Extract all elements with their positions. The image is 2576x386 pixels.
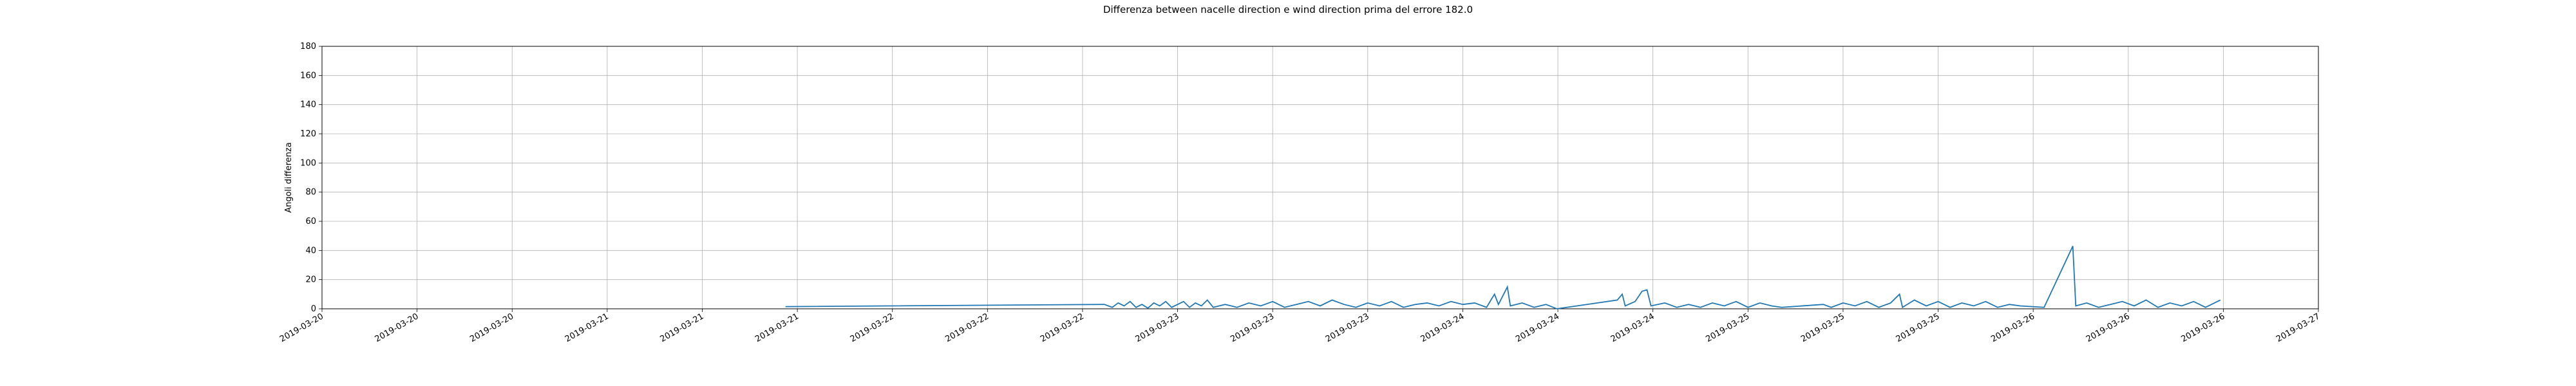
- y-tick-label: 80: [305, 188, 316, 198]
- x-tick-label: 2019-03-26: [1989, 311, 2036, 344]
- y-axis-label: Angoli differenza: [284, 142, 294, 213]
- y-tick-label: 100: [300, 158, 316, 168]
- y-tick-label: 0: [311, 304, 316, 314]
- plot-frame: [321, 46, 2319, 309]
- data-line: [785, 246, 2221, 309]
- chart-title: Differenza between nacelle direction e w…: [1103, 4, 1473, 15]
- x-tick-label: 2019-03-25: [1799, 311, 1846, 344]
- y-tick-label: 140: [300, 100, 316, 110]
- x-tick-label: 2019-03-23: [1229, 311, 1276, 344]
- x-tick-label: 2019-03-24: [1609, 311, 1656, 344]
- x-tick-label: 2019-03-23: [1324, 311, 1371, 344]
- x-tick-label: 2019-03-26: [2179, 311, 2226, 344]
- y-tick-label: 40: [305, 246, 316, 255]
- x-tick-label: 2019-03-26: [2085, 311, 2132, 344]
- x-tick-label: 2019-03-22: [943, 311, 990, 344]
- y-tick-label: 60: [305, 217, 316, 226]
- x-tick-label: 2019-03-20: [468, 311, 515, 344]
- x-tick-label: 2019-03-24: [1514, 311, 1561, 344]
- x-tick-label: 2019-03-24: [1419, 311, 1466, 344]
- x-tick-label: 2019-03-25: [1895, 311, 1942, 344]
- x-tick-label: 2019-03-20: [278, 311, 325, 344]
- x-tick-label: 2019-03-21: [753, 311, 800, 344]
- x-tick-label: 2019-03-20: [374, 311, 421, 344]
- y-tick-label: 20: [305, 275, 316, 285]
- x-tick-label: 2019-03-21: [564, 311, 611, 344]
- x-tick-label: 2019-03-22: [1039, 311, 1086, 344]
- x-tick-label: 2019-03-22: [849, 311, 896, 344]
- y-tick-label: 120: [300, 129, 316, 139]
- x-tick-label: 2019-03-25: [1704, 311, 1751, 344]
- x-tick-label: 2019-03-23: [1134, 311, 1181, 344]
- y-tick-label: 160: [300, 71, 316, 80]
- x-tick-label: 2019-03-27: [2275, 311, 2322, 344]
- y-tick-label: 180: [300, 42, 316, 51]
- x-tick-label: 2019-03-21: [659, 311, 706, 344]
